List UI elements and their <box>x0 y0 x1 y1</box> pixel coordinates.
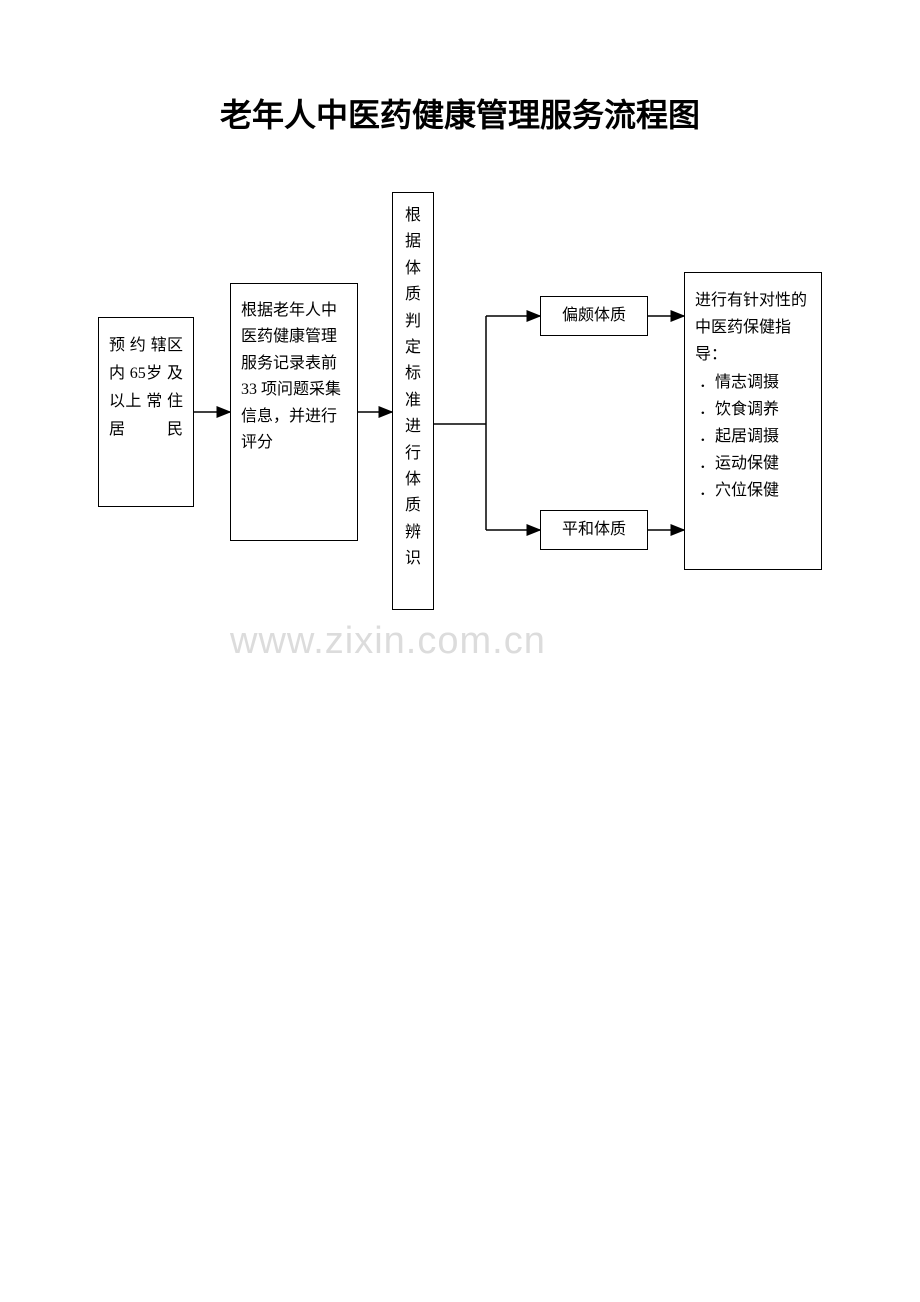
flowchart-node-standard: 根据体质判定标准进行体质辨识 <box>392 192 434 610</box>
flowchart-node-balanced: 平和体质 <box>540 510 648 550</box>
flowchart-node-record: 根据老年人中医药健康管理服务记录表前 33 项问题采集信息，并进行评分 <box>230 283 358 541</box>
flowchart-node-appointment: 预 约 辖区 内 65岁 及 以上 常 住居 民 <box>98 317 194 507</box>
page-title: 老年人中医药健康管理服务流程图 <box>0 90 920 136</box>
flowchart-node-biased: 偏颇体质 <box>540 296 648 336</box>
flowchart-node-guidance: 进行有针对性的中医药保健指导：．情志调摄．饮食调养．起居调摄．运动保健．穴位保健 <box>684 272 822 570</box>
watermark-text: www.zixin.com.cn <box>230 620 546 663</box>
